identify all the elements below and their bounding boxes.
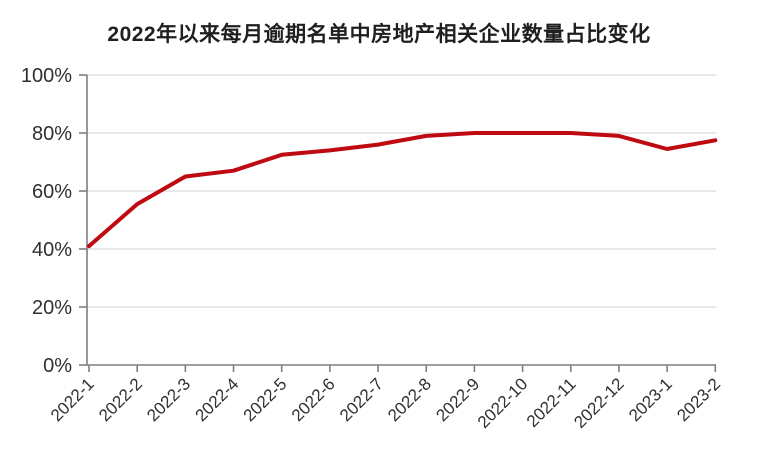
data-line-series xyxy=(87,131,718,249)
y-tick-label: 20% xyxy=(32,297,72,319)
y-tick-label: 100% xyxy=(21,65,72,87)
x-tick-label: 2023-1 xyxy=(625,374,676,425)
x-tick-label: 2022-1 xyxy=(47,374,98,425)
x-tick-label: 2022-6 xyxy=(288,374,339,425)
y-tick-label: 60% xyxy=(32,181,72,203)
x-tick-label: 2022-2 xyxy=(95,374,146,425)
x-tick-label: 2022-3 xyxy=(143,374,194,425)
x-tick-label: 2022-5 xyxy=(240,374,291,425)
y-tick-label: 0% xyxy=(43,355,72,377)
x-tick-label: 2022-10 xyxy=(474,374,532,432)
x-tick-label: 2022-7 xyxy=(336,374,387,425)
y-tick-label: 40% xyxy=(32,239,72,261)
y-tick-label: 80% xyxy=(32,123,72,145)
x-tick-label: 2023-2 xyxy=(673,374,724,425)
x-tick-label: 2022-11 xyxy=(523,374,580,431)
x-tick-label: 2022-8 xyxy=(384,374,435,425)
x-tick-label: 2022-4 xyxy=(191,374,242,425)
x-tick-label: 2022-12 xyxy=(570,374,628,432)
chart-title: 2022年以来每月逾期名单中房地产相关企业数量占比变化 xyxy=(107,23,651,46)
